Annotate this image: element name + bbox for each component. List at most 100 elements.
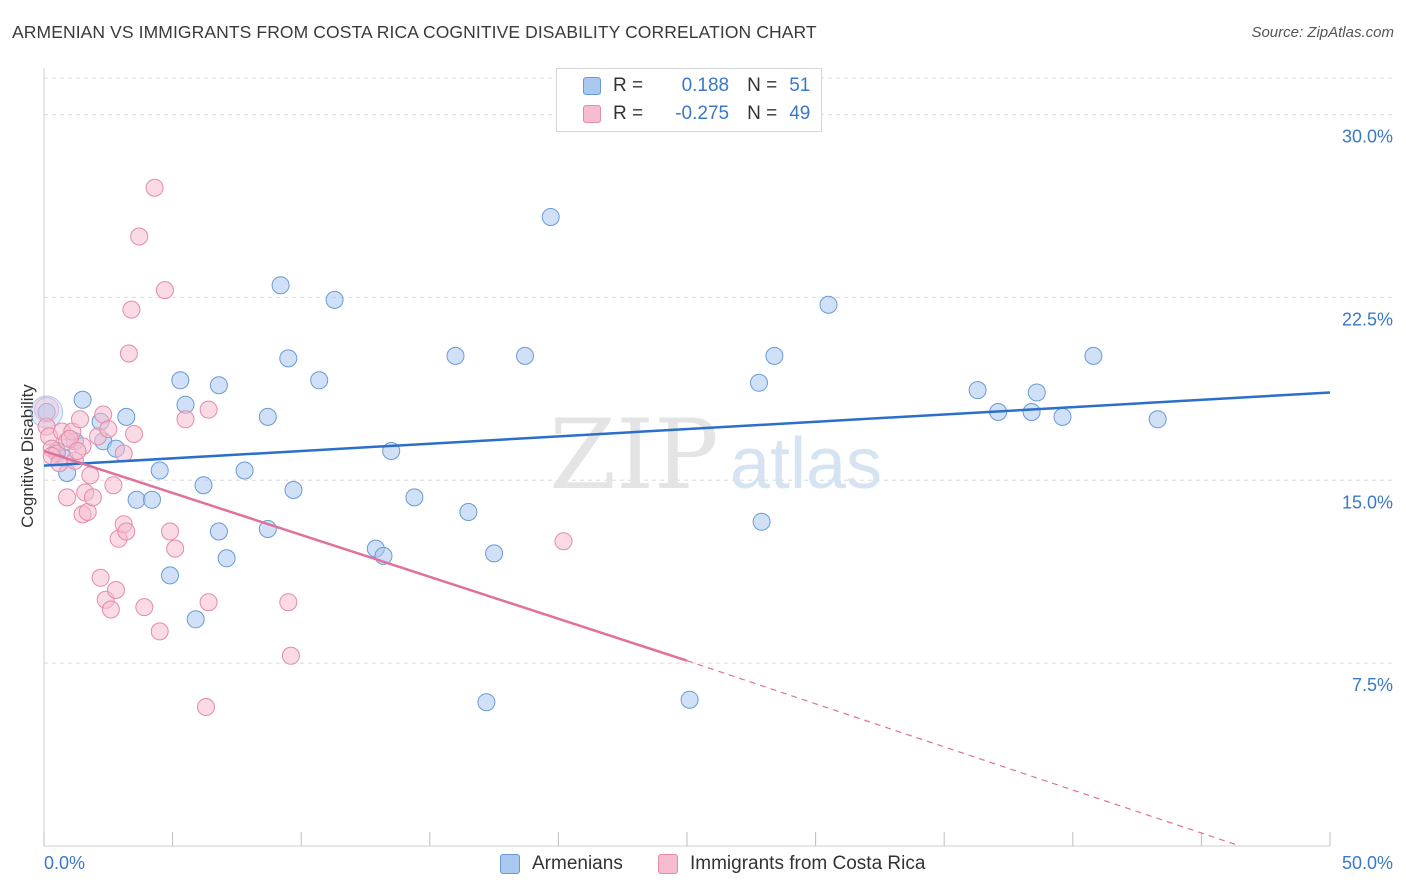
- costa-rica-point: [58, 488, 77, 507]
- watermark: ZIP atlas: [549, 399, 882, 511]
- armenians-point: [765, 346, 784, 365]
- armenians-point: [819, 295, 838, 314]
- costa-rica-point: [161, 522, 179, 541]
- legend-n-value: 49: [789, 103, 811, 124]
- armenians-point: [516, 346, 534, 365]
- source-label: Source: ZipAtlas.com: [1251, 24, 1394, 41]
- costa-rica-point: [199, 400, 218, 419]
- legend-r-label: R =: [613, 103, 644, 124]
- costa-rica-point: [197, 698, 215, 716]
- legend-r-label: R =: [613, 75, 644, 96]
- costa-rica-point: [114, 444, 133, 463]
- costa-rica-point: [125, 425, 143, 443]
- watermark-zip: ZIP: [549, 399, 718, 511]
- armenians-point: [161, 566, 179, 585]
- costa-rica-point: [119, 344, 138, 363]
- costa-rica-point: [130, 227, 149, 246]
- armenians-point: [1084, 346, 1103, 365]
- costa-rica-point: [199, 593, 218, 612]
- correlation-legend: R = 0.188 N = 51 R = -0.275 N = 49: [556, 68, 822, 132]
- legend-label-costa-rica: Immigrants from Costa Rica: [690, 853, 926, 874]
- armenians-point: [541, 208, 560, 226]
- armenians-point: [680, 690, 699, 709]
- costa-rica-point: [135, 598, 154, 617]
- chart-title: ARMENIAN VS IMMIGRANTS FROM COSTA RICA C…: [12, 22, 817, 42]
- armenians-point: [284, 481, 303, 499]
- costa-rica-point: [176, 410, 195, 429]
- legend-row-costa-rica: R = -0.275 N = 49: [557, 101, 810, 127]
- costa-rica-point: [101, 600, 120, 619]
- armenians-point: [258, 407, 277, 426]
- legend-item-costa-rica[interactable]: Immigrants from Costa Rica: [658, 852, 925, 876]
- armenians-point: [1022, 403, 1041, 421]
- armenians-point: [209, 522, 228, 541]
- costa-rica-point: [68, 442, 87, 460]
- armenians-point: [209, 376, 228, 395]
- costa-rica-point: [99, 420, 118, 439]
- costa-rica-point: [91, 568, 110, 587]
- trend-lines: [43, 391, 1331, 847]
- costa-rica-points: [34, 178, 573, 716]
- costa-rica-point: [117, 522, 136, 541]
- costa-rica-point: [281, 646, 300, 665]
- armenians-point: [405, 488, 424, 507]
- armenians-point: [127, 490, 146, 509]
- costa-rica-point: [554, 532, 573, 551]
- costa-rica-trend-extension: [686, 660, 1241, 847]
- armenians-point: [1053, 407, 1072, 426]
- legend-n-label: N =: [747, 75, 778, 96]
- costa-rica-point: [83, 488, 102, 507]
- costa-rica-point: [104, 476, 123, 495]
- costa-rica-point: [166, 539, 185, 558]
- legend-n-label: N =: [747, 103, 778, 124]
- costa-rica-point: [81, 466, 100, 485]
- armenians-point: [235, 461, 254, 480]
- armenians-point: [194, 476, 213, 495]
- armenians-trend-line: [43, 391, 1331, 467]
- armenians-point: [968, 381, 987, 400]
- legend-item-armenians[interactable]: Armenians: [500, 852, 623, 876]
- costa-rica-point: [122, 300, 141, 319]
- costa-rica-point: [71, 410, 89, 429]
- armenians-point: [310, 371, 329, 390]
- armenians-point: [143, 490, 161, 509]
- armenians-point: [186, 610, 205, 629]
- legend-row-armenians: R = 0.188 N = 51: [557, 73, 810, 99]
- armenians-point: [477, 693, 496, 712]
- armenians-point: [271, 276, 290, 295]
- armenians-point: [752, 512, 771, 531]
- x-tick-label: 0.0%: [44, 853, 85, 873]
- legend-r-value: 0.188: [681, 75, 730, 96]
- costa-rica-point: [155, 281, 174, 300]
- armenians-point: [325, 290, 344, 309]
- armenians-point: [459, 503, 478, 521]
- watermark-atlas: atlas: [730, 424, 882, 504]
- y-tick-label: 30.0%: [1342, 127, 1393, 147]
- armenians-point: [150, 461, 169, 480]
- armenians-point: [1027, 383, 1046, 402]
- legend-label-armenians: Armenians: [532, 853, 623, 874]
- tick-labels: 7.5% 15.0% 22.5% 30.0% 0.0% 50.0%: [44, 127, 1393, 873]
- armenians-point: [1148, 410, 1167, 429]
- x-tick-label: 50.0%: [1342, 853, 1393, 873]
- legend-swatch-armenians: [500, 854, 520, 874]
- armenians-point: [171, 371, 190, 390]
- legend-swatch-costa-rica: [658, 854, 678, 874]
- y-tick-label: 7.5%: [1352, 675, 1393, 695]
- armenians-point: [485, 544, 504, 563]
- armenians-point: [117, 407, 136, 426]
- y-tick-label: 15.0%: [1342, 492, 1393, 512]
- legend-r-value: -0.275: [675, 103, 730, 124]
- armenians-point: [217, 549, 236, 568]
- costa-rica-point: [145, 178, 164, 197]
- legend-swatch-costa-rica: [583, 105, 601, 123]
- grid-lines: [44, 77, 1394, 664]
- costa-rica-trend-line: [43, 449, 688, 662]
- armenians-point: [750, 373, 768, 392]
- armenians-point: [446, 346, 465, 365]
- legend-swatch-armenians: [583, 77, 601, 95]
- costa-rica-point: [150, 622, 169, 641]
- costa-rica-point-large: [34, 397, 60, 423]
- costa-rica-point: [107, 581, 125, 599]
